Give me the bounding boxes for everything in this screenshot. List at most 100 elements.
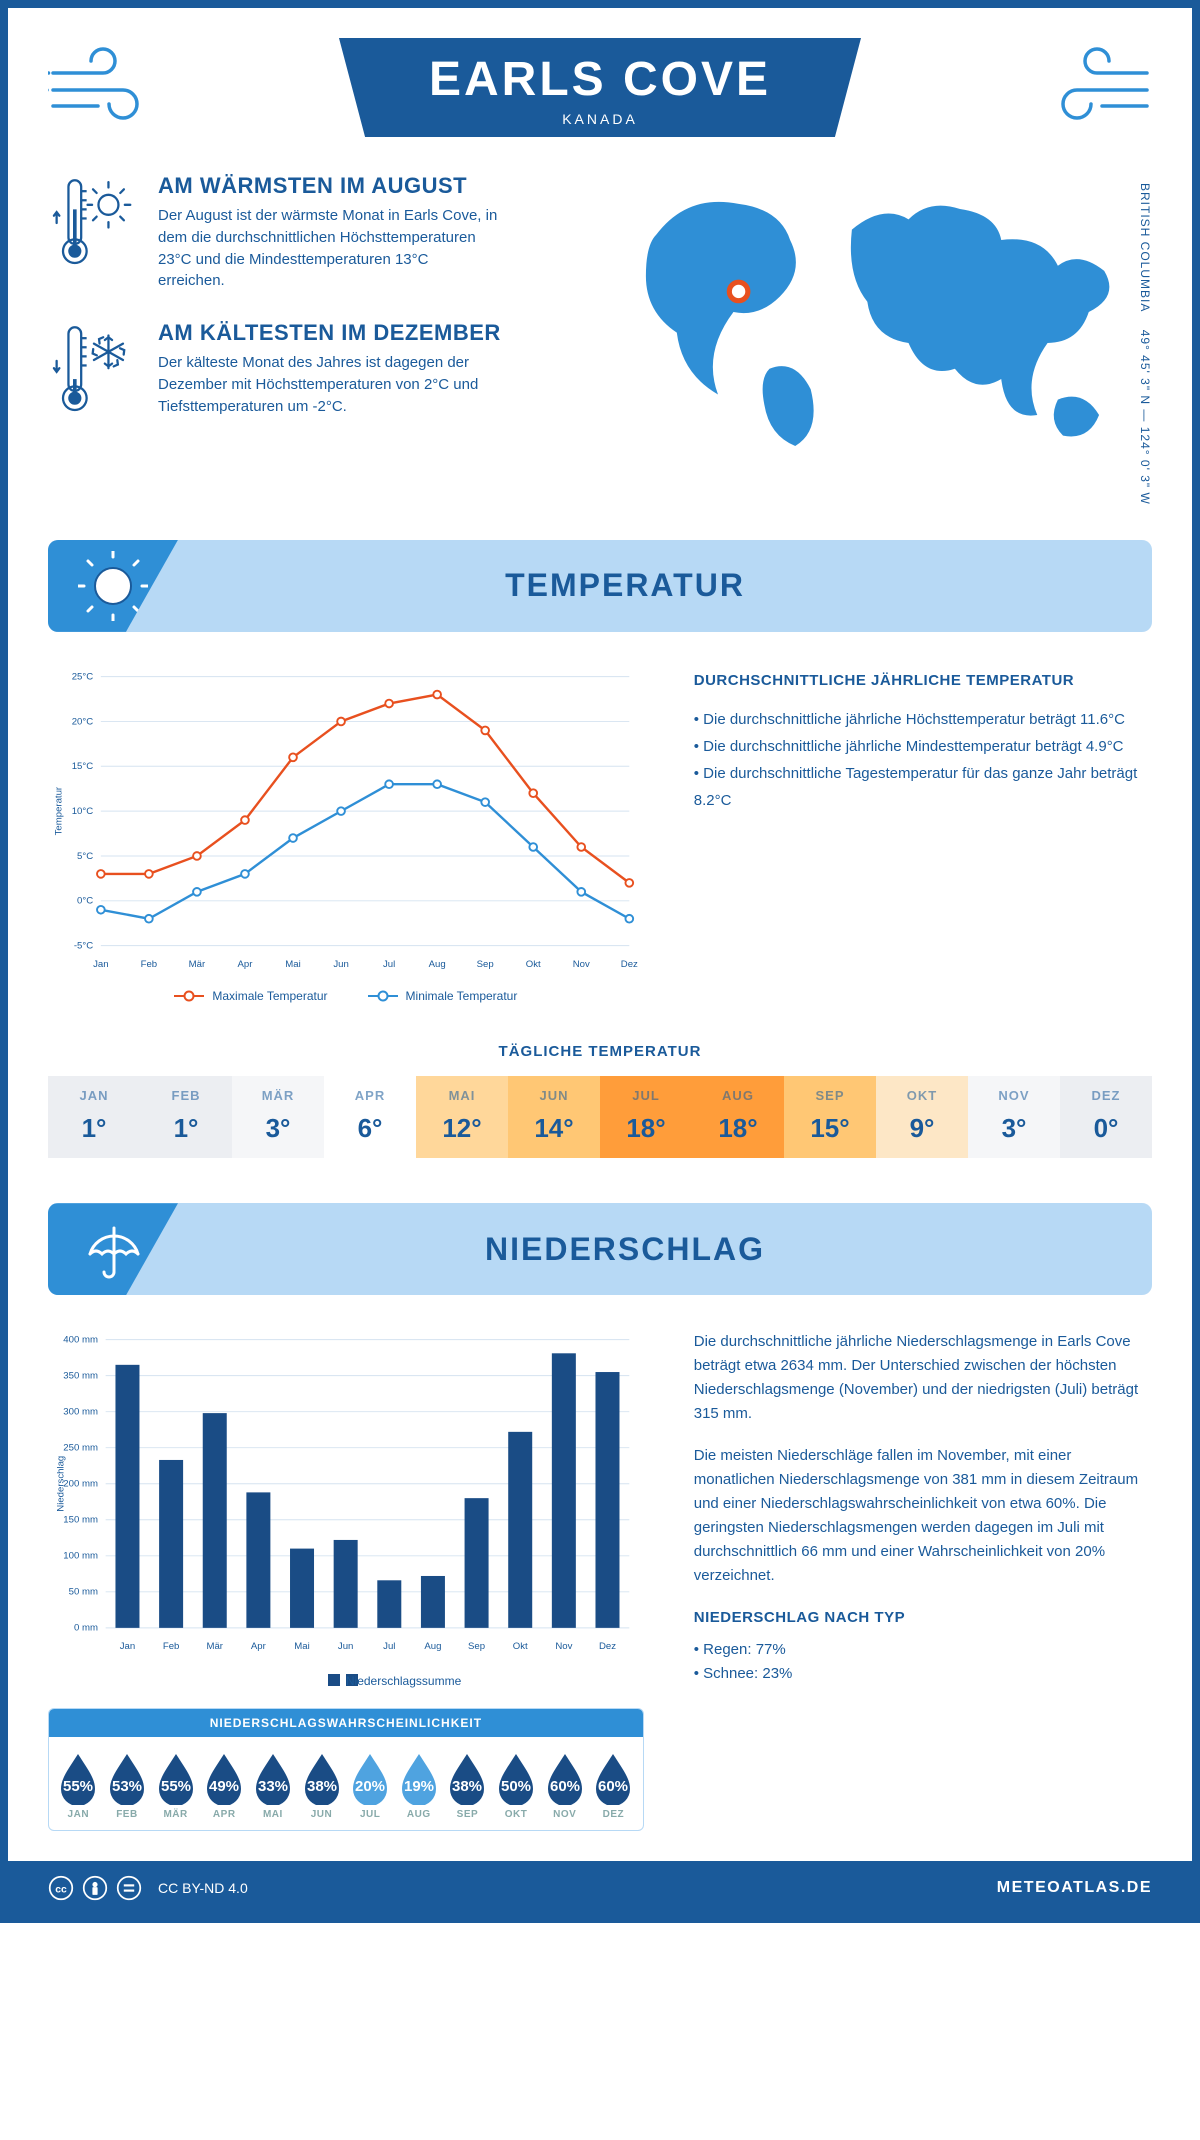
daily-temp-title: TÄGLICHE TEMPERATUR [48,1043,1152,1060]
precip-prob-drop: 60% NOV [544,1751,586,1820]
svg-text:250 mm: 250 mm [63,1443,98,1454]
precipitation-title: NIEDERSCHLAG [98,1231,1152,1268]
svg-text:33%: 33% [258,1778,288,1795]
svg-text:60%: 60% [598,1778,628,1795]
svg-text:19%: 19% [404,1778,434,1795]
svg-text:100 mm: 100 mm [63,1551,98,1562]
svg-text:25°C: 25°C [72,671,94,682]
precip-prob-title: NIEDERSCHLAGSWAHRSCHEINLICHKEIT [49,1709,643,1737]
svg-text:Mär: Mär [206,1641,223,1652]
temp-sidebar-title: DURCHSCHNITTLICHE JÄHRLICHE TEMPERATUR [694,667,1152,694]
svg-text:Temperatur: Temperatur [53,786,64,835]
temp-chart-legend: Maximale Temperatur Minimale Temperatur [48,989,644,1003]
temp-bullet: • Die durchschnittliche jährliche Mindes… [694,733,1152,760]
precipitation-text: Die durchschnittliche jährliche Niedersc… [694,1330,1152,1831]
svg-text:60%: 60% [550,1778,580,1795]
precipitation-row: 0 mm50 mm100 mm150 mm200 mm250 mm300 mm3… [48,1330,1152,1831]
daily-temp-cell: NOV3° [968,1076,1060,1158]
daily-temp-cell: DEZ0° [1060,1076,1152,1158]
svg-text:cc: cc [55,1884,67,1895]
nd-icon [116,1875,142,1901]
temperature-line-chart: -5°C0°C5°C10°C15°C20°C25°CJanFebMärAprMa… [48,667,644,1003]
daily-temp-cell: AUG18° [692,1076,784,1158]
svg-text:20°C: 20°C [72,716,94,727]
svg-text:Jan: Jan [93,959,108,970]
precip-probability-box: NIEDERSCHLAGSWAHRSCHEINLICHKEIT 55% JAN … [48,1708,644,1831]
svg-text:Okt: Okt [526,959,541,970]
svg-text:10°C: 10°C [72,806,94,817]
site-name: METEOATLAS.DE [997,1879,1152,1897]
precip-prob-drop: 38% SEP [446,1751,488,1820]
wind-icon-left [48,38,168,138]
umbrella-icon [78,1214,148,1284]
daily-temp-cell: FEB1° [140,1076,232,1158]
temperature-chart-row: -5°C0°C5°C10°C15°C20°C25°CJanFebMärAprMa… [48,667,1152,1003]
warmest-text: Der August ist der wärmste Monat in Earl… [158,205,498,292]
top-section: AM WÄRMSTEN IM AUGUST Der August ist der… [48,173,1152,505]
svg-text:49%: 49% [209,1778,239,1795]
svg-text:Nov: Nov [573,959,590,970]
coldest-text: Der kälteste Monat des Jahres ist dagege… [158,352,498,417]
precip-prob-drop: 55% JAN [57,1751,99,1820]
temp-bullet: • Die durchschnittliche jährliche Höchst… [694,706,1152,733]
svg-text:Niederschlag: Niederschlag [55,1456,66,1512]
precip-prob-drop: 38% JUN [301,1751,343,1820]
precip-prob-drop: 50% OKT [495,1751,537,1820]
svg-text:Sep: Sep [477,959,494,970]
precip-type-item: • Regen: 77% [694,1638,1152,1662]
coldest-title: AM KÄLTESTEN IM DEZEMBER [158,320,501,346]
svg-text:Feb: Feb [141,959,158,970]
license-text: CC BY-ND 4.0 [158,1880,248,1896]
svg-text:150 mm: 150 mm [63,1515,98,1526]
daily-temp-cell: OKT9° [876,1076,968,1158]
precipitation-bar-chart: 0 mm50 mm100 mm150 mm200 mm250 mm300 mm3… [48,1330,644,1657]
svg-text:38%: 38% [307,1778,337,1795]
svg-text:Mär: Mär [189,959,206,970]
daily-temp-cell: APR6° [324,1076,416,1158]
svg-text:Jul: Jul [383,959,395,970]
svg-text:53%: 53% [112,1778,142,1795]
title-banner: EARLS COVE KANADA [339,38,861,137]
precip-paragraph-2: Die meisten Niederschläge fallen im Nove… [694,1444,1152,1588]
warmest-highlight: AM WÄRMSTEN IM AUGUST Der August ist der… [48,173,585,292]
precip-prob-drop: 33% MAI [252,1751,294,1820]
temperature-sidebar: DURCHSCHNITTLICHE JÄHRLICHE TEMPERATUR •… [694,667,1152,1003]
world-map-svg [615,173,1130,461]
svg-text:300 mm: 300 mm [63,1407,98,1418]
daily-temp-cell: JUL18° [600,1076,692,1158]
svg-text:Mai: Mai [285,959,300,970]
svg-text:50%: 50% [501,1778,531,1795]
daily-temp-cell: SEP15° [784,1076,876,1158]
thermometer-snow-icon [48,320,138,420]
footer: cc CC BY-ND 4.0 METEOATLAS.DE [8,1861,1192,1915]
svg-text:15°C: 15°C [72,761,94,772]
svg-text:38%: 38% [452,1778,482,1795]
daily-temp-cell: JUN14° [508,1076,600,1158]
precip-prob-drop: 20% JUL [349,1751,391,1820]
daily-temp-cell: MÄR3° [232,1076,324,1158]
svg-text:400 mm: 400 mm [63,1335,98,1346]
svg-text:350 mm: 350 mm [63,1371,98,1382]
svg-text:Feb: Feb [163,1641,180,1652]
highlights: AM WÄRMSTEN IM AUGUST Der August ist der… [48,173,585,505]
svg-text:20%: 20% [355,1778,385,1795]
precip-chart-legend: Niederschlagssumme [48,1672,644,1686]
wind-icon-right [1032,38,1152,138]
location-marker-icon [729,282,748,301]
svg-text:0 mm: 0 mm [74,1623,98,1634]
svg-text:50 mm: 50 mm [69,1587,98,1598]
precip-prob-drop: 19% AUG [398,1751,440,1820]
precip-prob-drop: 60% DEZ [592,1751,634,1820]
country-subtitle: KANADA [429,111,771,127]
daily-temp-cell: MAI12° [416,1076,508,1158]
by-icon [82,1875,108,1901]
cc-icon: cc [48,1875,74,1901]
header: EARLS COVE KANADA [48,38,1152,138]
svg-text:Apr: Apr [238,959,254,970]
svg-text:Jan: Jan [120,1641,135,1652]
svg-text:Dez: Dez [621,959,638,970]
precip-type-item: • Schnee: 23% [694,1662,1152,1686]
temp-bullet: • Die durchschnittliche Tagestemperatur … [694,760,1152,814]
precip-paragraph-1: Die durchschnittliche jährliche Niedersc… [694,1330,1152,1426]
svg-text:Jun: Jun [333,959,348,970]
